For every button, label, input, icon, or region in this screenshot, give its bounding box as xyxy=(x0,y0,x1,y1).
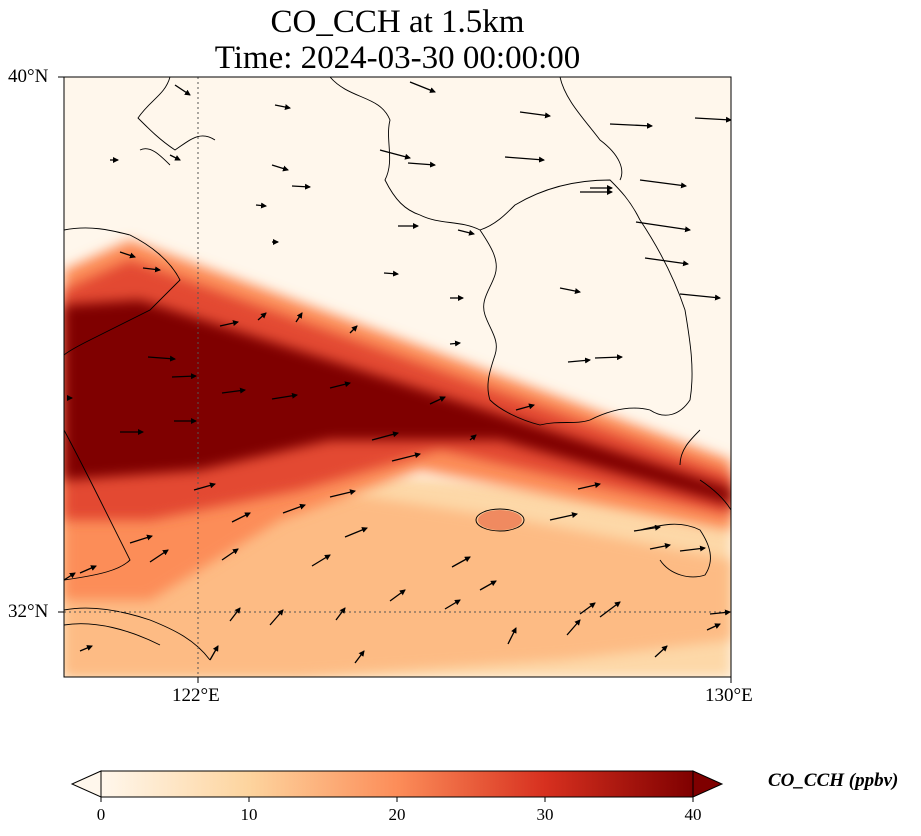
wind-vector-arrow xyxy=(644,257,689,267)
wind-vector-arrow xyxy=(219,320,239,327)
wind-vector-arrow xyxy=(64,572,76,581)
wind-vector-arrow xyxy=(269,609,284,626)
field-island-hotspot xyxy=(478,510,522,530)
wind-vector-arrow xyxy=(649,543,671,550)
wind-vector-arrow xyxy=(79,645,93,652)
axis-ticks xyxy=(58,76,732,683)
wind-vector-arrow xyxy=(609,122,653,129)
wind-vector-arrow xyxy=(221,548,239,561)
wind-vector-arrow xyxy=(515,403,535,411)
wind-vector-arrow xyxy=(407,161,436,168)
wind-vector-arrow xyxy=(654,645,668,658)
wind-vector-arrow xyxy=(282,503,306,514)
title-line-2: Time: 2024-03-30 00:00:00 xyxy=(214,40,581,76)
wind-vector-arrow xyxy=(379,149,411,160)
lat-label-32n: 32°N xyxy=(8,601,49,622)
wind-vector-arrow xyxy=(706,623,721,631)
wind-vector-arrow xyxy=(679,545,706,552)
wind-vector-arrow xyxy=(329,489,356,498)
wind-vector-arrow xyxy=(409,81,436,93)
wind-vector-arrow xyxy=(335,607,346,621)
wind-vector-arrow xyxy=(209,645,219,661)
colorbar-tick-10: 10 xyxy=(240,805,258,824)
wind-vector-arrow xyxy=(594,354,623,361)
wind-vector-arrow xyxy=(229,607,241,622)
wind-vector-arrow xyxy=(479,580,497,591)
lon-label-130e: 130°E xyxy=(705,685,753,706)
wind-vector-arrow xyxy=(274,104,291,110)
lon-label-122e: 122°E xyxy=(172,685,220,706)
wind-vector-arrow xyxy=(142,266,161,273)
wind-vector-arrow xyxy=(193,482,216,491)
wind-vector-arrow xyxy=(451,556,471,568)
wind-vector-arrow xyxy=(599,601,621,618)
wind-vector-arrow xyxy=(579,602,596,615)
wind-arrows xyxy=(64,81,731,664)
wind-vector-arrow xyxy=(694,116,731,123)
wind-vector-arrow xyxy=(567,357,591,364)
colorbar-tick-40: 40 xyxy=(684,805,702,824)
colorbar-extend-max xyxy=(692,770,724,798)
wind-vector-arrow xyxy=(255,202,267,209)
wind-vector-arrow xyxy=(174,84,191,96)
wind-vector-arrow xyxy=(444,599,461,610)
lat-label-40n: 40°N xyxy=(8,66,49,87)
wind-vector-arrow xyxy=(295,312,303,323)
wind-vector-arrow xyxy=(391,452,421,462)
wind-vector-arrow xyxy=(679,293,721,301)
wind-vector-arrow xyxy=(429,396,446,405)
wind-vector-arrow xyxy=(169,154,181,161)
wind-vector-arrow xyxy=(119,251,136,259)
wind-vector-arrow xyxy=(79,565,97,574)
wind-vector-arrow xyxy=(635,221,691,233)
wind-vector-arrow xyxy=(171,373,197,380)
wind-vector-arrow xyxy=(639,179,687,189)
wind-vector-arrow xyxy=(311,554,331,567)
wind-vector-arrow xyxy=(349,325,358,334)
colorbar xyxy=(70,770,724,802)
wind-vector-arrow xyxy=(231,512,251,523)
wind-vector-arrow xyxy=(449,340,461,347)
field-plume-core xyxy=(64,300,731,505)
wind-vector-arrow xyxy=(566,619,581,636)
wind-vector-arrow xyxy=(329,381,351,389)
wind-vector-arrow xyxy=(291,183,311,190)
wind-vector-arrow xyxy=(344,527,368,538)
wind-vector-arrow xyxy=(129,534,153,544)
wind-vector-arrow xyxy=(549,512,578,521)
colorbar-tick-30: 30 xyxy=(536,805,554,824)
wind-vector-arrow xyxy=(519,111,551,119)
wind-vector-arrow xyxy=(147,355,176,362)
wind-vector-arrow xyxy=(271,392,298,400)
map-plot-area xyxy=(64,77,731,677)
wind-vector-arrow xyxy=(354,650,365,664)
colorbar-tick-0: 0 xyxy=(96,805,106,824)
wind-vector-arrow xyxy=(504,156,545,163)
wind-vector-arrow xyxy=(271,164,289,172)
gridlines xyxy=(64,77,731,677)
wind-vector-arrow xyxy=(371,431,399,441)
colorbar-extend-min xyxy=(70,770,102,798)
wind-vector-arrow xyxy=(559,287,581,294)
wind-vector-arrow xyxy=(257,312,267,321)
colorbar-gradient xyxy=(101,771,693,797)
colorbar-label: CO_CCH (ppbv) xyxy=(768,770,899,791)
wind-vector-arrow xyxy=(389,589,406,602)
wind-vector-arrow xyxy=(221,387,246,394)
wind-vector-arrow xyxy=(577,482,601,490)
wind-vector-arrow xyxy=(633,524,661,532)
wind-vector-arrow xyxy=(709,609,731,616)
wind-vector-arrow xyxy=(149,549,169,563)
wind-vector-arrow xyxy=(457,229,475,236)
colorbar-tick-20: 20 xyxy=(388,805,406,824)
coastlines xyxy=(64,77,731,661)
wind-vector-arrow xyxy=(469,434,477,441)
wind-vector-arrow xyxy=(507,627,517,645)
wind-vector-arrow xyxy=(383,270,399,277)
map-frame xyxy=(63,76,732,678)
title-line-1: CO_CCH at 1.5km xyxy=(270,4,525,40)
